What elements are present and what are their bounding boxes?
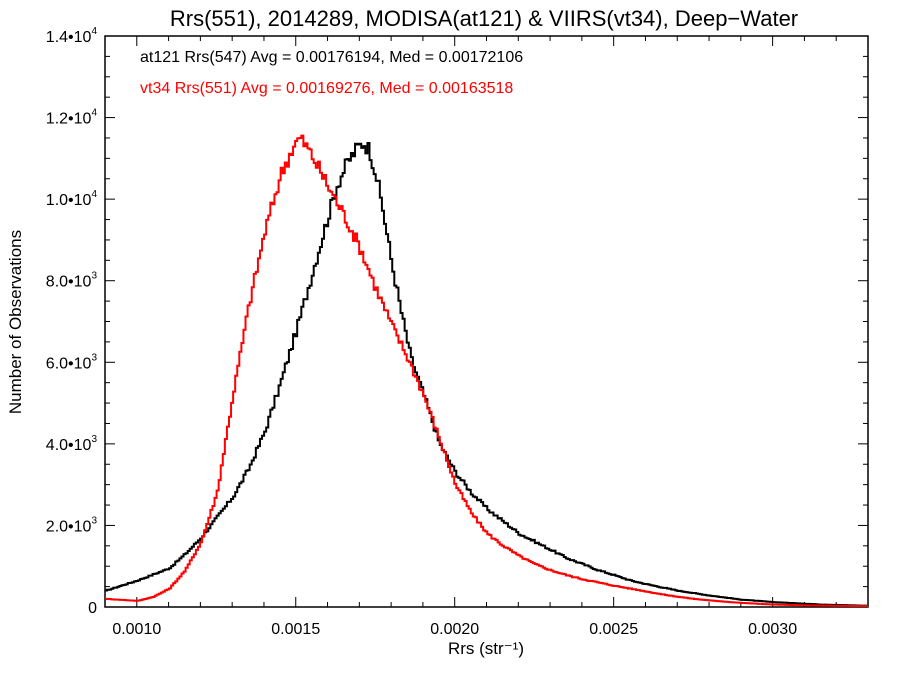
x-tick-label: 0.0010 (112, 621, 161, 638)
x-tick-label: 0.0020 (430, 621, 479, 638)
y-tick-label: 1.4•104 (46, 26, 98, 46)
y-tick-label: 2.0•103 (46, 515, 98, 535)
y-axis: 0 2.0•103 4.0•103 6.0•103 8.0•103 1.0•104 1.2•… (46, 26, 868, 617)
legend-entry-2: vt34 Rrs(551) Avg = 0.00169276, Med = 0.… (140, 80, 513, 97)
legend: at121 Rrs(547) Avg = 0.00176194, Med = 0… (140, 49, 523, 97)
y-tick-label: 1.0•104 (46, 189, 98, 209)
y-tick-label: 0 (88, 600, 97, 617)
x-tick-label: 0.0025 (589, 621, 638, 638)
y-tick-label: 6.0•103 (46, 352, 98, 372)
x-tick-label: 0.0030 (748, 621, 797, 638)
x-tick-label: 0.0015 (271, 621, 320, 638)
y-tick-label: 4.0•103 (46, 434, 98, 454)
series-layer (105, 134, 868, 607)
chart-title: Rrs(551), 2014289, MODISA(at121) & VIIRS… (170, 6, 798, 31)
plot-frame (104, 35, 869, 608)
y-axis-label: Number of Observations (6, 230, 25, 414)
x-axis: 0.0010 0.0015 0.0020 0.0025 0.0030 (104, 36, 869, 638)
y-tick-label: 1.2•104 (46, 108, 98, 128)
series-1-line (105, 142, 868, 607)
x-axis-label: Rrs (str⁻¹) (448, 639, 524, 658)
series-2-line (105, 134, 868, 607)
y-tick-label: 8.0•103 (46, 271, 98, 291)
legend-entry-1: at121 Rrs(547) Avg = 0.00176194, Med = 0… (140, 49, 523, 66)
